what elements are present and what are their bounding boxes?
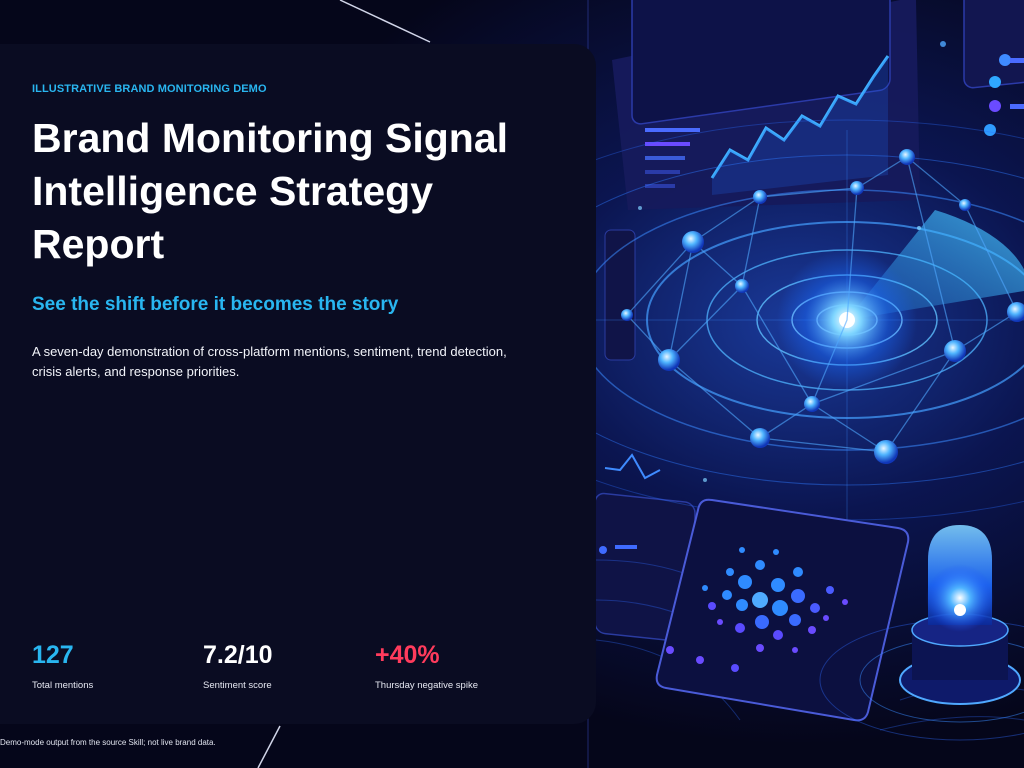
stat-value: 7.2/10 [203, 641, 273, 669]
stat-label: Thursday negative spike [375, 680, 478, 691]
stat-value: 127 [32, 641, 74, 669]
stat-value: +40% [375, 641, 440, 669]
report-cover-panel [0, 44, 596, 724]
eyebrow-label: ILLUSTRATIVE BRAND MONITORING DEMO [32, 83, 267, 95]
page-subtitle: See the shift before it becomes the stor… [32, 294, 399, 315]
footnote: Demo-mode output from the source Skill; … [0, 738, 216, 747]
page-title: Brand Monitoring Signal Intelligence Str… [32, 115, 509, 267]
stat-label: Sentiment score [203, 680, 272, 691]
stat-label: Total mentions [32, 680, 94, 691]
stat-sentiment-score: 7.2/10 Sentiment score [203, 640, 273, 691]
report-description: A seven-day demonstration of cross-platf… [32, 344, 507, 379]
stat-negative-spike: +40% Thursday negative spike [375, 640, 478, 691]
stat-total-mentions: 127 Total mentions [32, 640, 93, 691]
